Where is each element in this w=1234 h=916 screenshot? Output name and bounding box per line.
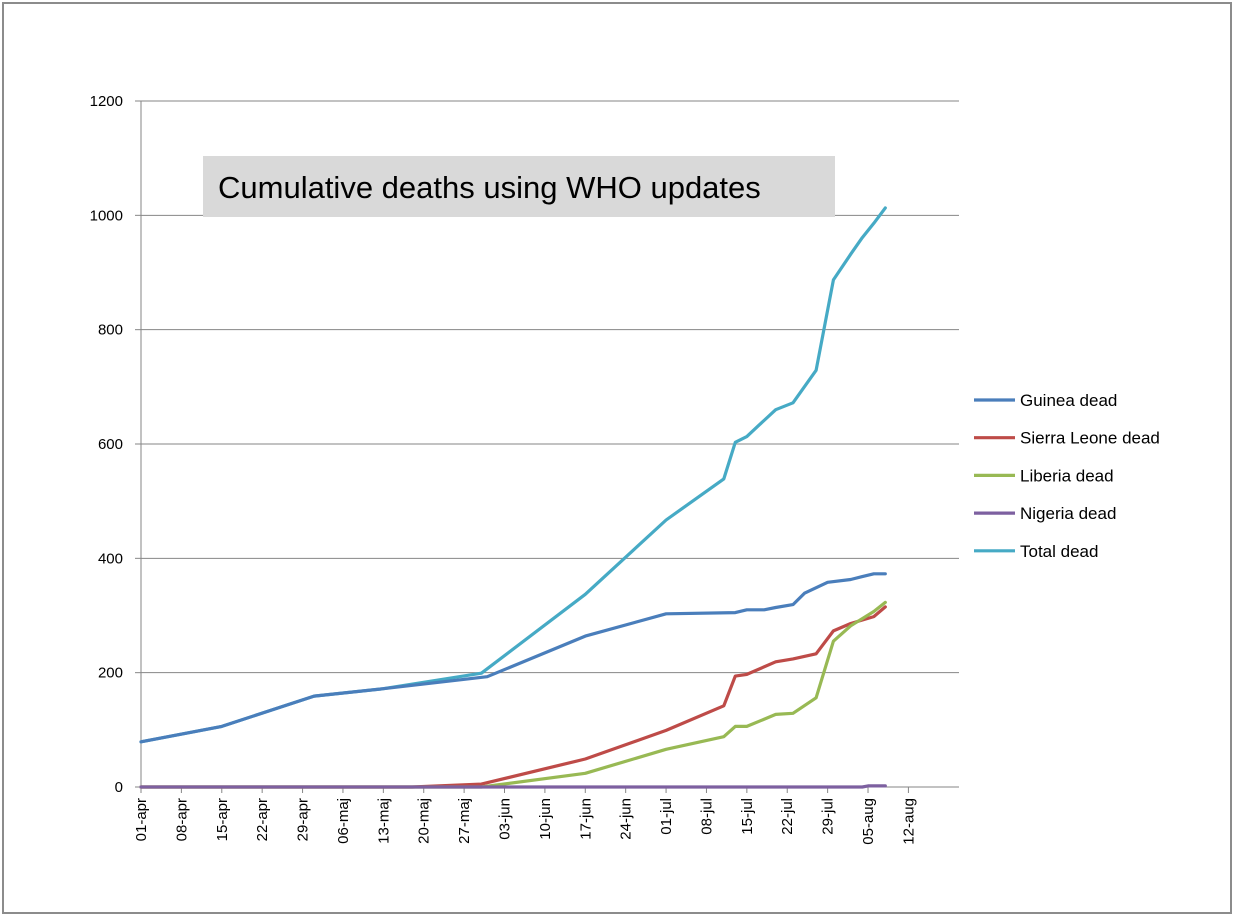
legend-label-sierra-leone-dead: Sierra Leone dead xyxy=(1020,429,1160,448)
series-line-liberia-dead xyxy=(139,600,887,789)
x-tick-label: 27-maj xyxy=(456,798,473,844)
legend-label-liberia-dead: Liberia dead xyxy=(1020,466,1114,485)
x-tick-label: 29-apr xyxy=(295,798,312,841)
legend-label-guinea-dead: Guinea dead xyxy=(1020,391,1117,410)
x-tick-label: 01-apr xyxy=(133,798,150,841)
y-tick-label: 1000 xyxy=(90,207,123,224)
legend-label-nigeria-dead: Nigeria dead xyxy=(1020,504,1116,523)
x-tick-label: 03-jun xyxy=(497,798,514,840)
series-layer xyxy=(139,206,887,789)
x-tick-label: 06-maj xyxy=(335,798,352,844)
series-line-sierra-leone-dead xyxy=(139,605,887,789)
series-line-guinea-dead xyxy=(139,572,887,744)
x-tick-label: 12-aug xyxy=(900,798,917,845)
chart-title: Cumulative deaths using WHO updates xyxy=(218,170,761,205)
x-tick-label: 22-apr xyxy=(254,798,271,841)
x-tick-label: 13-maj xyxy=(375,798,392,844)
x-tick-label: 15-apr xyxy=(214,798,231,841)
x-tick-label: 08-apr xyxy=(173,798,190,841)
series-line-nigeria-dead xyxy=(139,784,887,789)
legend-label-total-dead: Total dead xyxy=(1020,542,1098,561)
x-tick-label: 29-jul xyxy=(820,798,837,835)
y-tick-label: 800 xyxy=(98,322,123,339)
y-tick-label: 0 xyxy=(115,779,123,796)
x-tick-label: 20-maj xyxy=(416,798,433,844)
y-tick-label: 1200 xyxy=(90,93,123,110)
x-tick-label: 01-jul xyxy=(658,798,675,835)
x-tick-label: 24-jun xyxy=(618,798,635,840)
y-tick-label: 600 xyxy=(98,436,123,453)
x-tick-label: 22-jul xyxy=(779,798,796,835)
chart-title-background xyxy=(203,156,835,217)
x-tick-label: 10-jun xyxy=(537,798,554,840)
legend: Guinea dead Sierra Leone dead Liberia dead… xyxy=(974,391,1160,561)
x-tick-label: 05-aug xyxy=(860,798,877,845)
x-tick-label: 08-jul xyxy=(698,798,715,835)
x-tick-label: 17-jun xyxy=(577,798,594,840)
chart-title-box: Cumulative deaths using WHO updates xyxy=(203,156,835,217)
y-tick-label: 200 xyxy=(98,665,123,682)
y-tick-label: 400 xyxy=(98,550,123,567)
x-tick-label: 15-jul xyxy=(739,798,756,835)
